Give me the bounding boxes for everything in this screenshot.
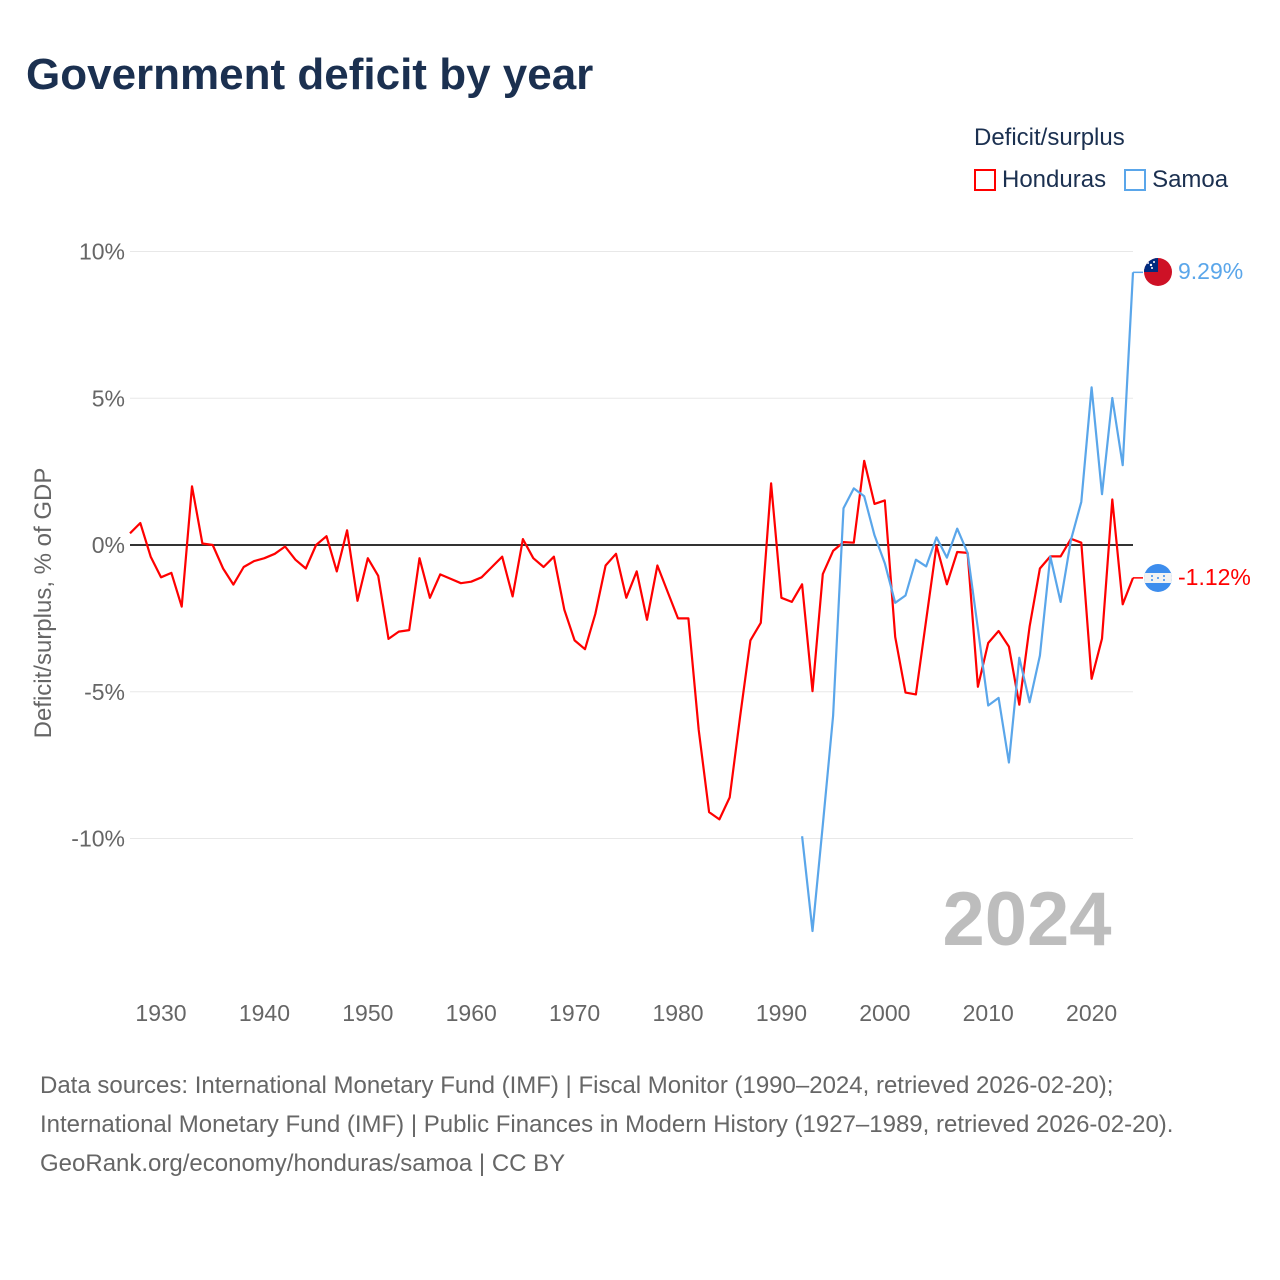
line-chart: 10% 5% 0% -5% -10% 1930 1940 1950 1960 1970 1980 19…	[30, 239, 1251, 1027]
y-tick-label: -10%	[71, 826, 125, 852]
y-tick-label: 5%	[92, 385, 125, 411]
samoa-flag-icon	[1144, 258, 1172, 286]
legend-label: Honduras	[1002, 166, 1107, 193]
data-sources: Data sources: International Monetary Fun…	[40, 1072, 1174, 1138]
x-tick-label: 1970	[549, 1000, 600, 1026]
footer: Data sources: International Monetary Fun…	[40, 1066, 1240, 1183]
year-watermark: 2024	[942, 877, 1111, 962]
legend-item-honduras[interactable]: Honduras	[974, 166, 1106, 194]
honduras-flag-icon	[1144, 564, 1172, 592]
x-tick-label: 1930	[135, 1000, 186, 1026]
chart-title: Government deficit by year	[26, 50, 594, 99]
x-tick-label: 2010	[963, 1000, 1014, 1026]
x-tick-label: 1990	[756, 1000, 807, 1026]
x-tick-label: 1960	[446, 1000, 497, 1026]
series-line-samoa[interactable]	[801, 272, 1135, 933]
legend-item-samoa[interactable]: Samoa	[1124, 166, 1228, 194]
y-axis-label: Deficit/surplus, % of GDP	[30, 468, 57, 739]
y-tick-label: -5%	[84, 679, 125, 705]
legend-title: Deficit/surplus	[974, 124, 1125, 151]
samoa-end-label: 9.29%	[1178, 258, 1243, 284]
x-tick-label: 1950	[342, 1000, 393, 1026]
x-tick-label: 1940	[239, 1000, 290, 1026]
x-tick-label: 1980	[652, 1000, 703, 1026]
series-line-honduras[interactable]	[129, 459, 1135, 821]
legend-swatch-samoa	[1124, 169, 1147, 191]
legend-swatch-honduras	[974, 169, 996, 191]
credit-link[interactable]: GeoRank.org/economy/honduras/samoa | CC …	[40, 1150, 566, 1177]
y-tick-label: 0%	[92, 532, 125, 558]
x-tick-label: 2000	[859, 1000, 910, 1026]
legend: Honduras Samoa	[974, 166, 1228, 194]
y-tick-label: 10%	[79, 239, 125, 265]
x-tick-label: 2020	[1066, 1000, 1117, 1026]
legend-label: Samoa	[1152, 166, 1229, 193]
honduras-end-label: -1.12%	[1178, 564, 1251, 590]
